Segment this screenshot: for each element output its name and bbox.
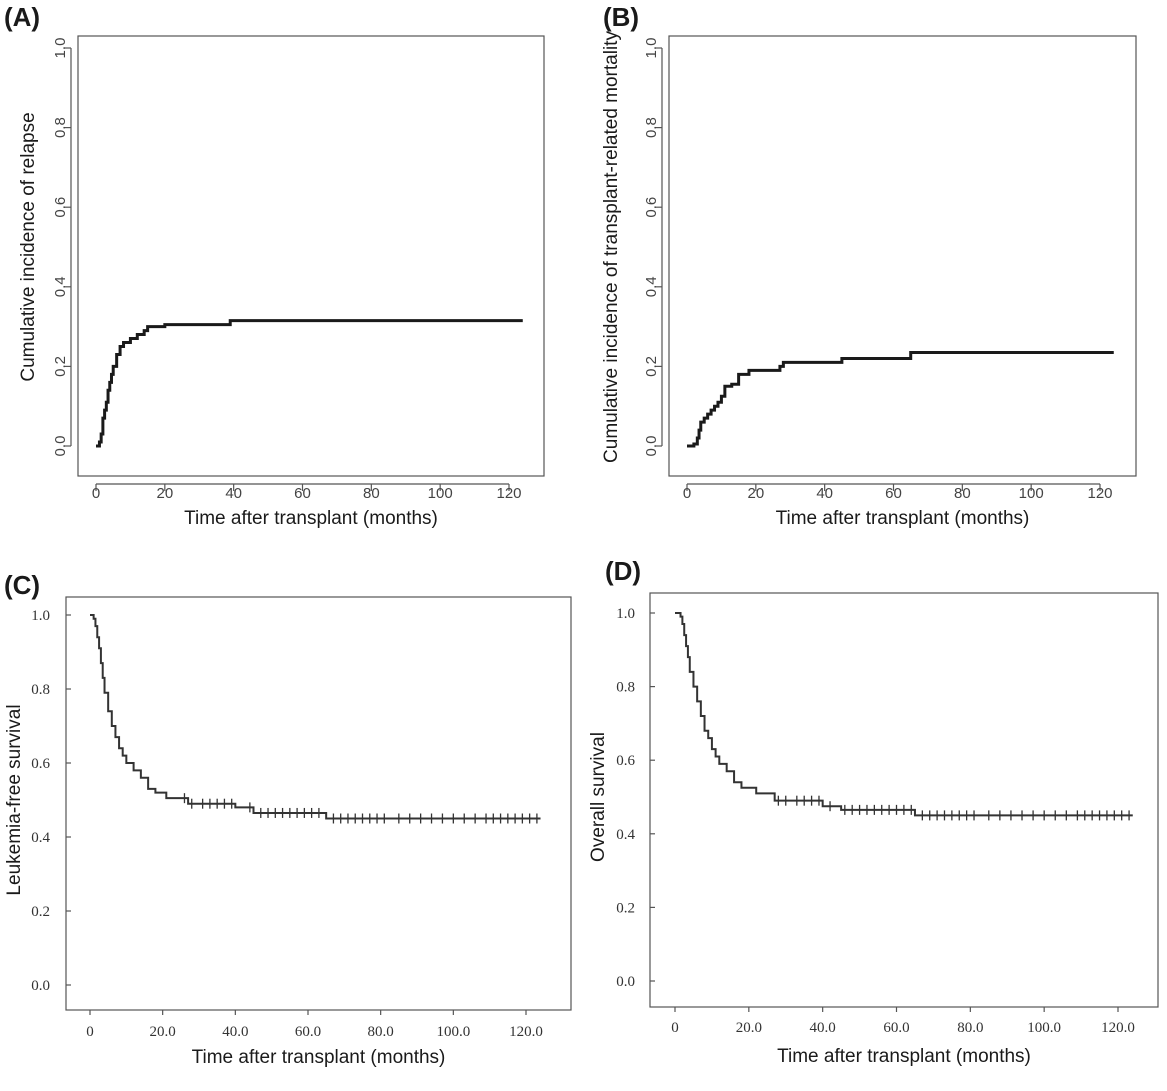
x-tick-label: 60 xyxy=(294,485,311,502)
x-tick-label: 60 xyxy=(885,485,902,502)
x-axis-title: Time after transplant (months) xyxy=(777,1046,1031,1067)
x-tick-label: 20.0 xyxy=(150,1024,176,1040)
plot-frame xyxy=(77,35,545,477)
panel-d: (D) 0 20.0 40.0 60.0 80.0 100.0 120.0 0.0 0.2 0.4 0… xyxy=(588,556,1159,1067)
y-tick-label: 1.0 xyxy=(643,38,660,59)
x-tick-label: 0 xyxy=(92,485,100,502)
x-tick-label: 0 xyxy=(86,1024,94,1040)
x-axis-title: Time after transplant (months) xyxy=(192,1047,446,1068)
x-axis-title: Time after transplant (months) xyxy=(184,508,438,529)
x-tick-label: 120 xyxy=(1087,485,1112,502)
panel-label: (D) xyxy=(605,556,641,586)
y-axis-title: Cumulative incidence of relapse xyxy=(18,112,39,381)
y-tick-label: 1.0 xyxy=(616,606,635,622)
x-tick-label: 100 xyxy=(428,485,453,502)
y-axis-title: Overall survival xyxy=(588,732,609,862)
x-tick-label: 0 xyxy=(683,485,691,502)
y-tick-label: 0.4 xyxy=(643,276,660,297)
y-tick-label: 0.8 xyxy=(52,117,69,138)
y-tick-label: 0.6 xyxy=(643,197,660,218)
y-tick-label: 1.0 xyxy=(52,38,69,59)
panel-c: (C) 0 20.0 40.0 60.0 80.0 100.0 120.0 0.0 0.2 0.4 0… xyxy=(4,570,572,1068)
x-tick-label: 0 xyxy=(671,1020,679,1036)
plot-frame xyxy=(65,596,572,1011)
plot-frame xyxy=(649,592,1159,1008)
x-tick-label: 20 xyxy=(156,485,173,502)
x-tick-label: 100.0 xyxy=(436,1024,470,1040)
y-tick-label: 0.0 xyxy=(616,974,635,990)
y-tick-label: 0.6 xyxy=(616,753,635,769)
x-tick-label: 120.0 xyxy=(509,1024,543,1040)
x-tick-label: 80 xyxy=(363,485,380,502)
x-tick-label: 40 xyxy=(816,485,833,502)
y-tick-label: 0.8 xyxy=(31,682,50,698)
x-tick-label: 40.0 xyxy=(222,1024,248,1040)
y-tick-label: 0.0 xyxy=(31,978,50,994)
x-tick-label: 20.0 xyxy=(736,1020,762,1036)
panel-b: (B) 0 20 40 60 80 100 120 0.0 0.2 0.4 0.6 0.8 1.0 Time… xyxy=(601,2,1137,529)
y-tick-label: 0.4 xyxy=(616,827,635,843)
y-tick-label: 0.2 xyxy=(616,900,635,916)
x-tick-label: 100.0 xyxy=(1027,1020,1061,1036)
y-tick-label: 0.4 xyxy=(31,830,50,846)
y-axis-title: Cumulative incidence of transplant-relat… xyxy=(601,31,622,463)
y-tick-label: 1.0 xyxy=(31,608,50,624)
series-line xyxy=(96,319,523,448)
x-axis-title: Time after transplant (months) xyxy=(776,508,1030,529)
panel-a: (A) 0 20 40 60 80 100 120 0.0 0.2 0.4 0.6 0.8 1.0 Time… xyxy=(4,2,545,529)
x-tick-label: 100 xyxy=(1019,485,1044,502)
x-tick-label: 80 xyxy=(954,485,971,502)
y-tick-label: 0.6 xyxy=(31,756,50,772)
x-tick-label: 60.0 xyxy=(883,1020,909,1036)
series-line xyxy=(675,612,1133,817)
panel-label: (C) xyxy=(4,570,40,600)
panel-label: (A) xyxy=(4,2,40,32)
y-tick-label: 0.8 xyxy=(616,680,635,696)
panel-label: (B) xyxy=(603,2,639,32)
y-tick-label: 0.6 xyxy=(52,197,69,218)
y-tick-label: 0.8 xyxy=(643,117,660,138)
y-tick-label: 0.2 xyxy=(52,356,69,377)
y-tick-label: 0.0 xyxy=(643,436,660,457)
y-tick-label: 0.4 xyxy=(52,276,69,297)
x-tick-label: 20 xyxy=(747,485,764,502)
x-tick-label: 120.0 xyxy=(1101,1020,1135,1036)
x-tick-label: 80.0 xyxy=(957,1020,983,1036)
y-axis-title: Leukemia-free survival xyxy=(4,704,25,895)
y-tick-label: 0.2 xyxy=(31,904,50,920)
x-tick-label: 40 xyxy=(225,485,242,502)
plot-frame xyxy=(668,35,1137,477)
x-tick-label: 120 xyxy=(496,485,521,502)
y-tick-label: 0.0 xyxy=(52,436,69,457)
x-tick-label: 60.0 xyxy=(295,1024,321,1040)
series-line xyxy=(687,350,1114,448)
y-tick-label: 0.2 xyxy=(643,356,660,377)
x-tick-label: 40.0 xyxy=(810,1020,836,1036)
series-line xyxy=(90,614,541,820)
x-tick-label: 80.0 xyxy=(368,1024,394,1040)
